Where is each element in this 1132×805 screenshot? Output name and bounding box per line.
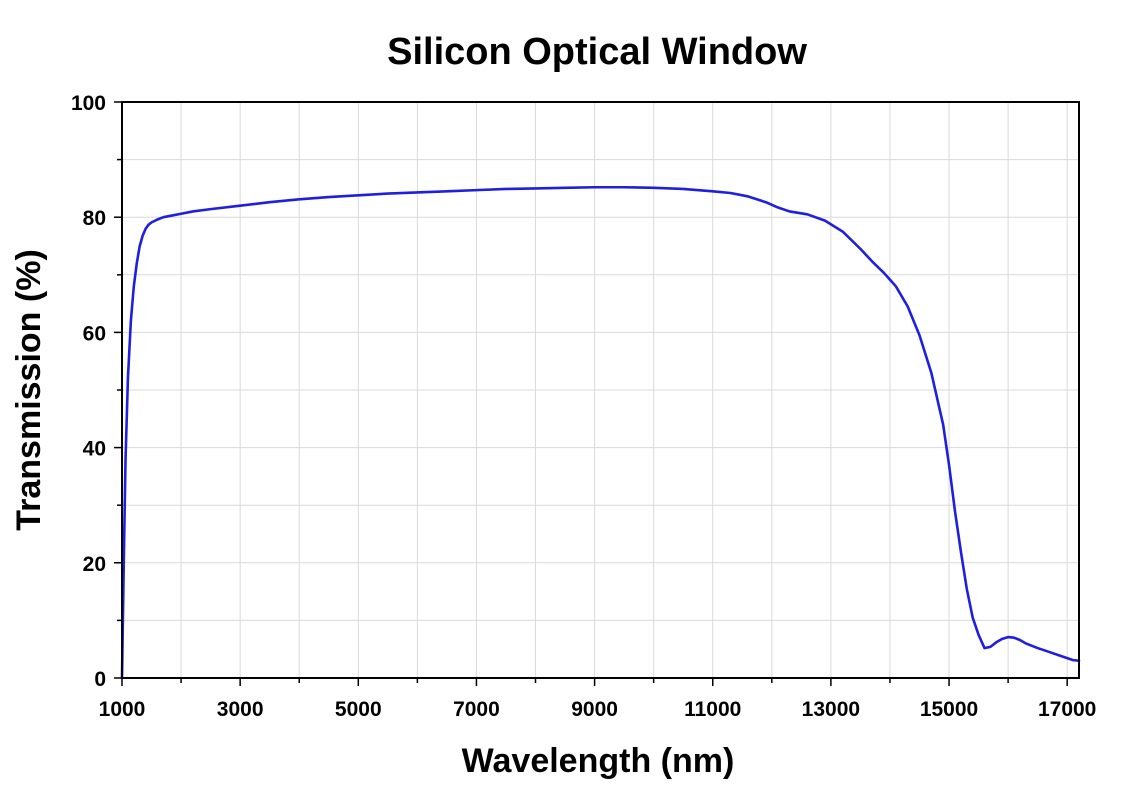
y-tick-label: 0 <box>94 668 106 691</box>
chart-title: Silicon Optical Window <box>387 31 807 73</box>
x-tick-label: 13000 <box>802 698 860 721</box>
x-tick-label: 3000 <box>217 698 264 721</box>
x-tick-label: 5000 <box>335 698 382 721</box>
x-tick-label: 15000 <box>920 698 978 721</box>
x-tick-label: 17000 <box>1038 698 1096 721</box>
x-tick-label: 1000 <box>99 698 146 721</box>
y-tick-label: 60 <box>83 322 106 345</box>
x-tick-label: 11000 <box>684 698 741 721</box>
x-tick-label: 7000 <box>453 698 500 721</box>
y-tick-label: 100 <box>71 92 106 115</box>
y-tick-label: 80 <box>83 207 106 230</box>
y-tick-label: 20 <box>83 553 106 576</box>
x-tick-label: 9000 <box>571 698 618 721</box>
y-tick-label: 40 <box>83 438 106 461</box>
y-axis-label: Transmission (%) <box>10 249 48 531</box>
series-layer <box>120 185 1081 680</box>
transmission-series-line <box>120 185 1081 680</box>
tick-layer <box>114 101 1068 686</box>
x-axis-label: Wavelength (nm) <box>462 742 735 780</box>
grid-layer <box>122 102 1079 678</box>
tick-label-layer: 1000 3000 5000 7000 9000 11000 13000 15000 17000… <box>71 92 1096 721</box>
